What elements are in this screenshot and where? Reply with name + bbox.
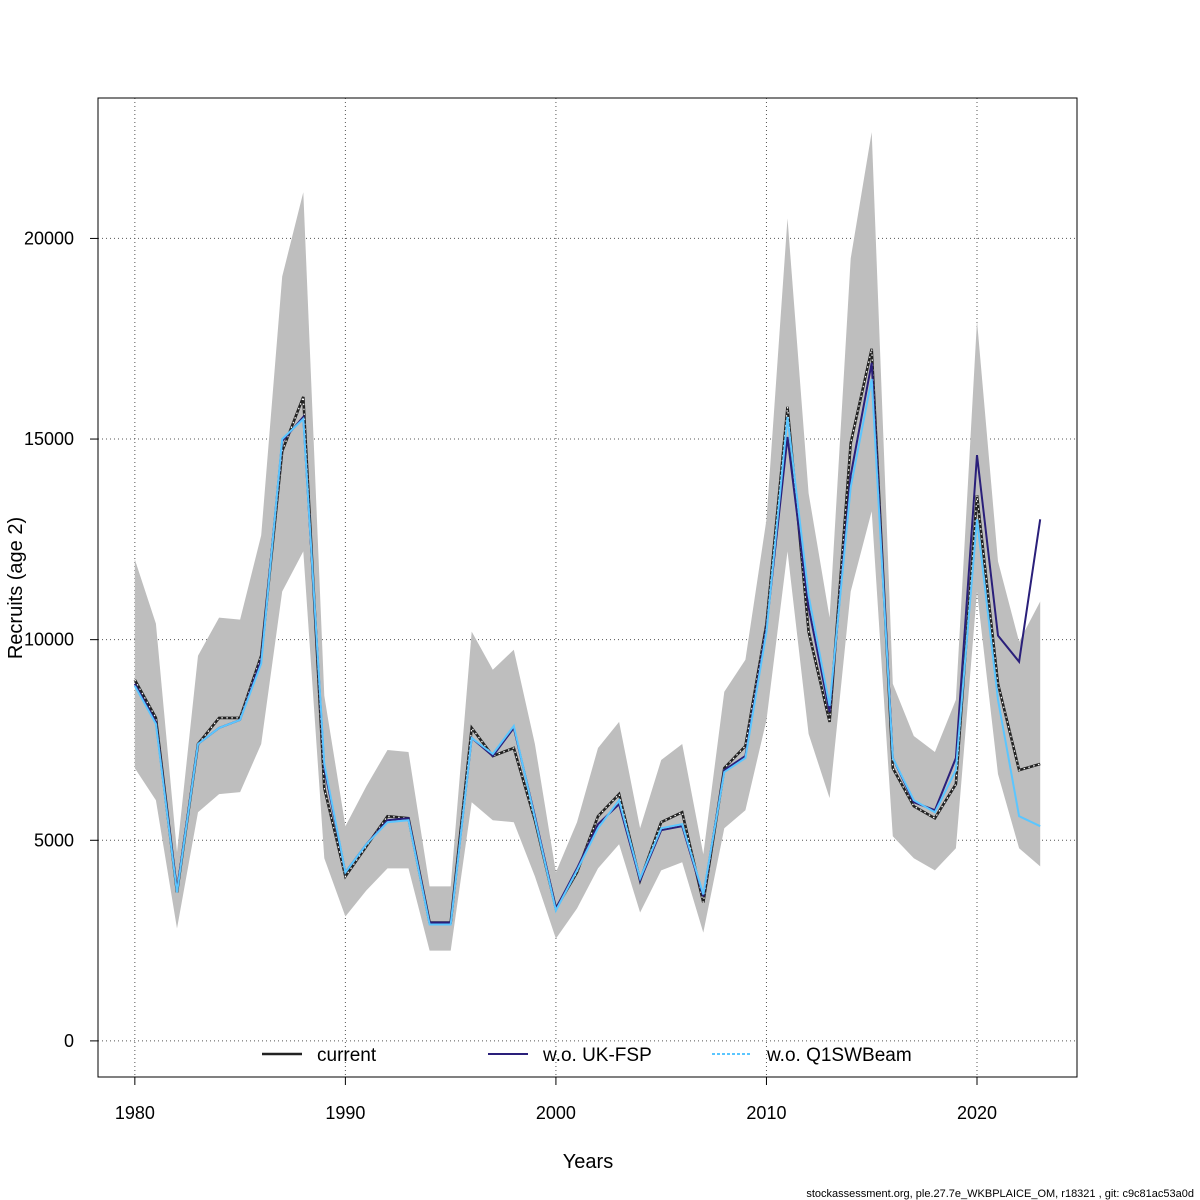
legend-label-1: w.o. UK-FSP xyxy=(542,1045,652,1066)
y-tick-label-5000: 5000 xyxy=(34,830,74,850)
band-layer xyxy=(134,132,1041,951)
y-tick-label-0: 0 xyxy=(64,1031,74,1051)
x-axis-title: Years xyxy=(563,1151,613,1173)
x-tick-label-1990: 1990 xyxy=(325,1103,365,1123)
series-line-2 xyxy=(133,378,1041,926)
legend-label-2: w.o. Q1SWBeam xyxy=(766,1045,912,1066)
x-tick-label-2020: 2020 xyxy=(957,1103,997,1123)
x-tick-label-2000: 2000 xyxy=(536,1103,576,1123)
confidence-band xyxy=(134,132,1041,951)
y-tick-label-20000: 20000 xyxy=(24,228,74,248)
legend-label-0: current xyxy=(317,1045,377,1066)
y-axis-title: Recruits (age 2) xyxy=(5,517,27,659)
y-tick-label-15000: 15000 xyxy=(24,429,74,449)
footer-credit: stockassessment.org, ple.27.7e_WKBPLAICE… xyxy=(806,1188,1194,1200)
series-layer xyxy=(133,348,1042,926)
x-tick-label-1980: 1980 xyxy=(115,1103,155,1123)
x-tick-label-2010: 2010 xyxy=(746,1103,786,1123)
plot-frame xyxy=(97,97,1078,1078)
axis-layer: 1980 1990 2000 2010 2020 0 5000 10000 15000 20000 xyxy=(24,228,997,1123)
y-tick-label-10000: 10000 xyxy=(24,630,74,650)
legend: current w.o. UK-FSP w.o. Q1SWBeam xyxy=(262,1045,912,1066)
